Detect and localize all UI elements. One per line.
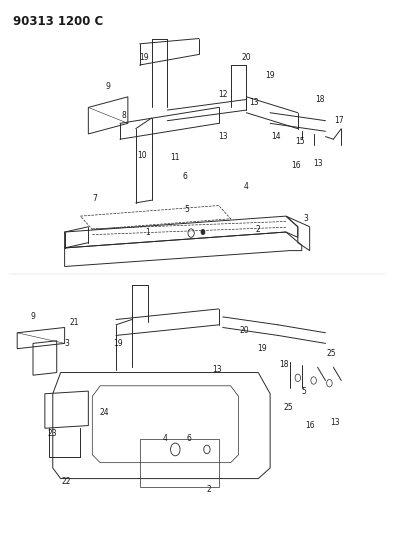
Text: 14: 14 bbox=[271, 132, 281, 141]
Text: 19: 19 bbox=[258, 344, 267, 353]
Text: 2: 2 bbox=[256, 225, 261, 234]
Text: 6: 6 bbox=[187, 434, 191, 443]
Text: 17: 17 bbox=[334, 116, 344, 125]
Text: 10: 10 bbox=[137, 151, 146, 160]
Text: 20: 20 bbox=[240, 326, 249, 335]
Text: 21: 21 bbox=[70, 318, 79, 327]
Text: 13: 13 bbox=[313, 159, 322, 167]
Text: 7: 7 bbox=[92, 194, 97, 203]
Text: 23: 23 bbox=[48, 429, 58, 438]
Text: 13: 13 bbox=[250, 98, 259, 107]
Text: 1: 1 bbox=[145, 228, 150, 237]
Text: 20: 20 bbox=[242, 53, 251, 62]
Text: 16: 16 bbox=[305, 421, 314, 430]
Text: 6: 6 bbox=[183, 172, 187, 181]
Circle shape bbox=[201, 229, 205, 235]
Text: 9: 9 bbox=[31, 312, 35, 321]
Text: 19: 19 bbox=[265, 71, 275, 80]
Text: 8: 8 bbox=[121, 111, 126, 120]
Text: 2: 2 bbox=[207, 484, 211, 494]
Text: 22: 22 bbox=[62, 477, 71, 486]
Text: 24: 24 bbox=[100, 408, 109, 417]
Text: 16: 16 bbox=[291, 161, 300, 170]
Text: 19: 19 bbox=[139, 53, 148, 62]
Text: 3: 3 bbox=[64, 339, 69, 348]
Text: 5: 5 bbox=[301, 386, 306, 395]
Text: 11: 11 bbox=[170, 154, 180, 163]
Text: 15: 15 bbox=[295, 138, 304, 147]
Text: 5: 5 bbox=[185, 205, 189, 214]
Text: 13: 13 bbox=[331, 418, 340, 427]
Text: 4: 4 bbox=[244, 182, 249, 191]
Text: 19: 19 bbox=[113, 339, 123, 348]
Text: 13: 13 bbox=[218, 132, 228, 141]
Text: 12: 12 bbox=[218, 90, 228, 99]
Text: 25: 25 bbox=[327, 350, 336, 359]
Text: 18: 18 bbox=[279, 360, 289, 369]
Text: 18: 18 bbox=[315, 95, 324, 104]
Text: 9: 9 bbox=[105, 82, 111, 91]
Text: 90313 1200 C: 90313 1200 C bbox=[13, 14, 103, 28]
Text: 3: 3 bbox=[303, 214, 308, 223]
Text: 13: 13 bbox=[212, 366, 222, 374]
Text: 4: 4 bbox=[163, 434, 168, 443]
Text: 25: 25 bbox=[283, 402, 293, 411]
